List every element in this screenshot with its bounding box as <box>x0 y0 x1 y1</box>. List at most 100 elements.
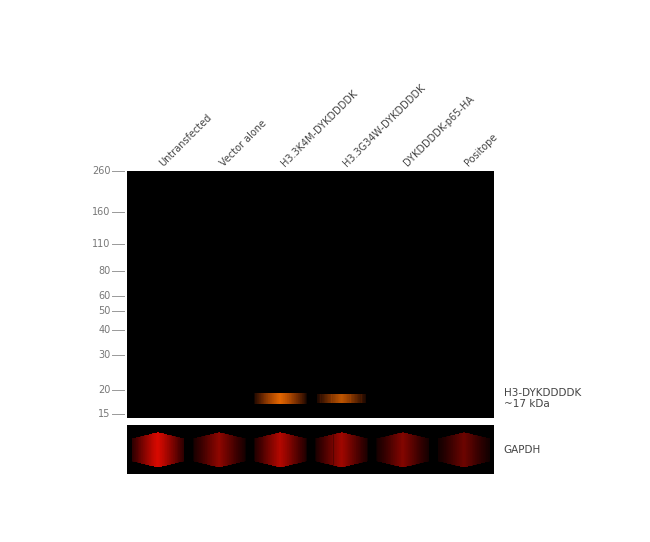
Bar <box>203 436 205 464</box>
Bar <box>302 393 304 404</box>
Bar <box>237 436 238 463</box>
Bar <box>244 438 246 461</box>
Bar <box>160 433 161 467</box>
Bar <box>205 436 206 464</box>
Bar <box>200 437 202 463</box>
Bar <box>392 435 393 465</box>
Bar <box>349 394 350 403</box>
Bar <box>406 433 408 467</box>
Bar <box>423 437 424 462</box>
Bar <box>217 433 218 467</box>
Bar <box>276 433 277 467</box>
Bar <box>281 433 283 467</box>
Bar <box>324 394 326 403</box>
Bar <box>327 436 328 464</box>
Bar <box>347 394 348 403</box>
Bar <box>213 434 215 466</box>
Bar <box>276 393 277 404</box>
Bar <box>138 437 139 463</box>
Bar <box>173 436 174 464</box>
Bar <box>380 437 382 462</box>
Text: H3.3G34W-DYKDDDDK: H3.3G34W-DYKDDDDK <box>341 82 427 168</box>
Bar <box>424 437 425 462</box>
Bar <box>331 435 332 465</box>
Bar <box>465 433 466 467</box>
Bar <box>335 394 336 403</box>
Bar <box>162 434 164 466</box>
Bar <box>358 394 359 403</box>
Bar <box>426 438 428 462</box>
Bar <box>296 436 297 463</box>
Bar <box>328 435 330 464</box>
Bar <box>227 434 229 466</box>
Bar <box>322 437 324 463</box>
Bar <box>417 436 419 464</box>
Bar <box>166 434 167 466</box>
Bar <box>277 433 278 467</box>
Bar <box>382 437 383 462</box>
Bar <box>484 437 486 462</box>
Bar <box>354 435 355 464</box>
Bar <box>174 436 175 463</box>
Bar <box>242 438 243 462</box>
Bar <box>153 434 154 466</box>
Bar <box>268 393 269 404</box>
Bar <box>133 438 134 461</box>
Bar <box>473 435 474 465</box>
Bar <box>141 436 142 463</box>
Bar <box>465 433 467 467</box>
Bar <box>349 434 350 466</box>
Bar <box>320 437 322 462</box>
Bar <box>324 436 325 463</box>
Bar <box>449 436 450 464</box>
Bar <box>294 436 296 464</box>
Bar <box>347 394 348 403</box>
Bar <box>166 434 168 466</box>
Bar <box>216 433 218 467</box>
Bar <box>298 436 299 463</box>
Bar <box>259 437 260 462</box>
Bar <box>287 434 288 466</box>
Bar <box>293 393 294 404</box>
Bar <box>345 394 346 403</box>
Bar <box>452 435 454 465</box>
Bar <box>342 433 343 467</box>
Bar <box>237 437 239 463</box>
Bar <box>256 438 257 462</box>
Bar <box>437 438 439 461</box>
Bar <box>259 437 261 462</box>
Bar <box>344 433 346 467</box>
Bar <box>474 435 475 465</box>
Bar <box>261 437 262 463</box>
Text: GAPDH: GAPDH <box>504 445 541 455</box>
Bar <box>380 437 381 462</box>
Bar <box>484 437 485 462</box>
Bar <box>378 438 379 462</box>
Bar <box>176 437 177 463</box>
Bar <box>207 435 209 464</box>
Bar <box>263 436 264 463</box>
Bar <box>361 394 362 403</box>
Bar <box>295 393 296 404</box>
Bar <box>256 393 257 404</box>
Bar <box>153 433 155 467</box>
Bar <box>332 435 333 465</box>
Bar <box>271 434 272 466</box>
Bar <box>274 434 276 466</box>
Bar <box>230 435 231 464</box>
Bar <box>170 435 171 464</box>
Bar <box>356 436 357 464</box>
Bar <box>263 436 265 463</box>
Bar <box>344 394 345 403</box>
Bar <box>216 433 217 467</box>
Bar <box>340 394 341 403</box>
Bar <box>389 435 391 464</box>
Bar <box>283 433 285 467</box>
Bar <box>239 437 240 463</box>
Bar <box>384 437 385 463</box>
Bar <box>292 393 294 404</box>
Bar <box>299 393 300 404</box>
Bar <box>405 433 406 467</box>
Bar <box>415 435 416 464</box>
Bar <box>127 171 494 420</box>
